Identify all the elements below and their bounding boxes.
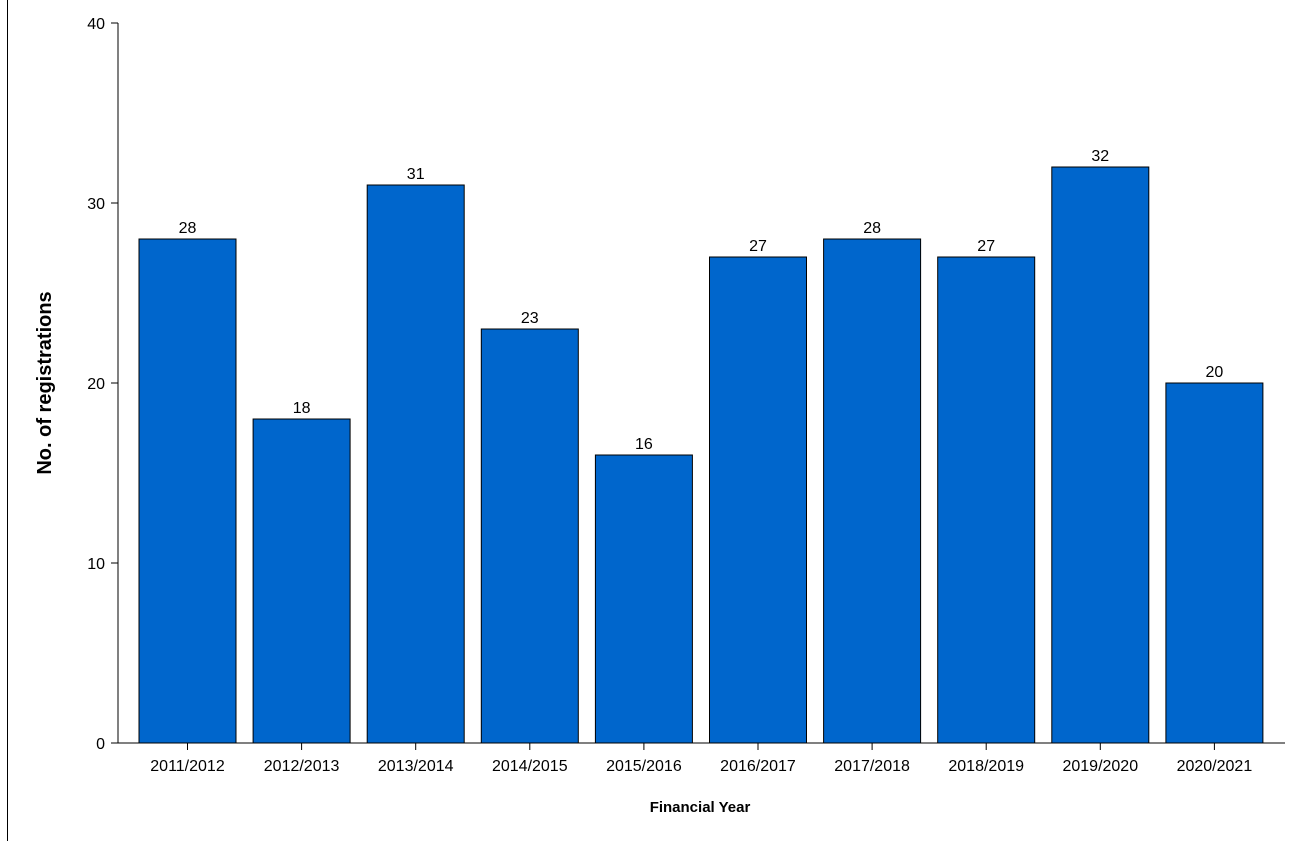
y-axis-title: No. of registrations — [34, 291, 56, 474]
x-tick-label: 2014/2015 — [492, 758, 568, 775]
bar-2016-2017 — [709, 256, 807, 744]
x-tick-label: 2017/2018 — [834, 758, 910, 775]
bar-2019-2020 — [1051, 166, 1150, 744]
data-label: 28 — [179, 220, 197, 237]
x-tick-label: 2012/2013 — [264, 758, 340, 775]
x-axis-title: Financial Year — [650, 799, 751, 816]
data-labels-layer: 28 18 31 23 16 27 28 27 32 20 — [179, 148, 1224, 453]
bars-layer — [138, 166, 1264, 744]
bar-2014-2015 — [480, 328, 579, 744]
data-label: 28 — [863, 220, 881, 237]
x-tick-label: 2011/2012 — [150, 758, 225, 775]
axes-layer: 0 10 20 30 40 2011/2012 2012/2013 2013/2014 2014… — [87, 16, 1285, 775]
data-label: 32 — [1091, 148, 1109, 165]
x-tick-label: 2018/2019 — [948, 758, 1024, 775]
x-tick-label: 2019/2020 — [1062, 758, 1138, 775]
bar-2011-2012 — [138, 238, 237, 744]
y-tick-label: 10 — [87, 556, 105, 573]
data-label: 27 — [749, 238, 767, 255]
y-tick-label: 30 — [87, 196, 105, 213]
bar-2013-2014 — [366, 184, 465, 744]
x-tick-label: 2015/2016 — [606, 758, 682, 775]
y-tick-label: 20 — [87, 376, 105, 393]
y-tick-label: 40 — [87, 16, 105, 33]
data-label: 20 — [1206, 364, 1224, 381]
bar-2012-2013 — [252, 418, 351, 744]
data-label: 18 — [293, 400, 311, 417]
y-tick-label: 0 — [96, 736, 105, 753]
data-label: 16 — [635, 436, 653, 453]
bar-2015-2016 — [594, 454, 693, 744]
x-tick-label: 2013/2014 — [378, 758, 454, 775]
data-label: 27 — [977, 238, 995, 255]
x-tick-label: 2016/2017 — [720, 758, 796, 775]
page-border-line — [7, 0, 8, 841]
data-label: 23 — [521, 310, 539, 327]
data-label: 31 — [407, 166, 425, 183]
bar-2018-2019 — [937, 256, 1036, 744]
bar-2017-2018 — [823, 238, 922, 744]
bar-2020-2021 — [1165, 382, 1264, 744]
x-tick-label: 2020/2021 — [1177, 758, 1253, 775]
